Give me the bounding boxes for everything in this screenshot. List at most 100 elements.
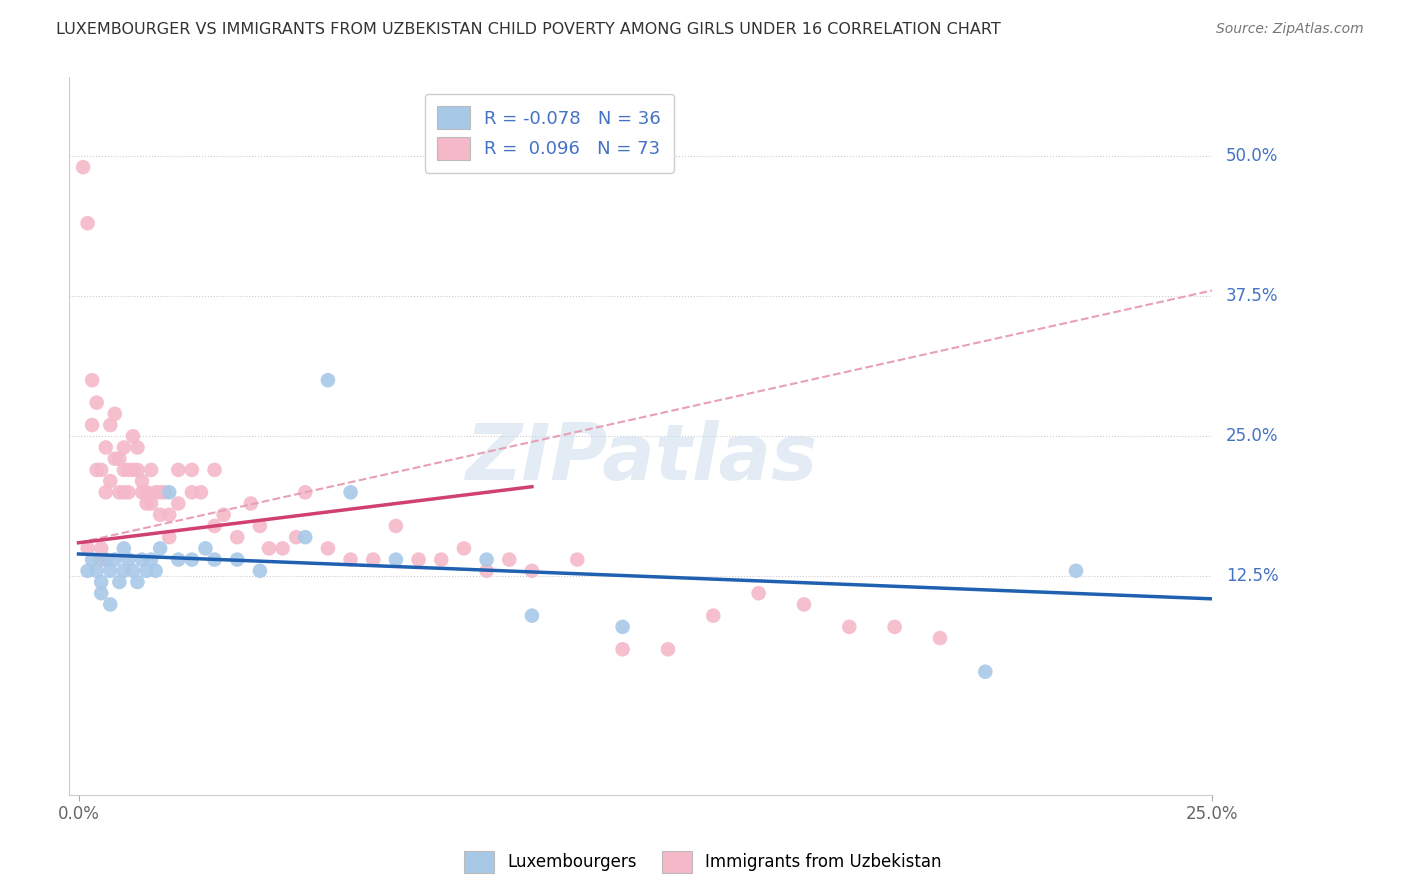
Point <box>108 574 131 589</box>
Point <box>94 441 117 455</box>
Point <box>612 642 634 657</box>
Text: 37.5%: 37.5% <box>1226 287 1278 305</box>
Point <box>108 451 131 466</box>
Point <box>194 541 217 556</box>
Point <box>157 485 180 500</box>
Point <box>139 496 162 510</box>
Point <box>104 552 127 566</box>
Point <box>257 541 280 556</box>
Point <box>82 373 104 387</box>
Point <box>127 574 149 589</box>
Point <box>104 451 127 466</box>
Point <box>929 631 952 645</box>
Point <box>86 395 108 409</box>
Point <box>612 620 634 634</box>
Point <box>139 552 162 566</box>
Point <box>249 564 271 578</box>
Point <box>98 418 121 433</box>
Point <box>86 564 108 578</box>
Point <box>498 552 520 566</box>
Point <box>90 541 112 556</box>
Point <box>385 552 408 566</box>
Point <box>385 519 408 533</box>
Point <box>226 530 249 544</box>
Point <box>361 552 384 566</box>
Point <box>793 598 815 612</box>
Point <box>190 485 212 500</box>
Point <box>76 216 98 230</box>
Point <box>430 552 453 566</box>
Point <box>145 564 167 578</box>
Point <box>76 564 98 578</box>
Point <box>139 463 162 477</box>
Text: 25.0%: 25.0% <box>1226 427 1278 445</box>
Point <box>94 552 117 566</box>
Text: ZIPatlas: ZIPatlas <box>464 420 817 496</box>
Point <box>127 441 149 455</box>
Point <box>112 463 135 477</box>
Text: 12.5%: 12.5% <box>1226 567 1278 585</box>
Point <box>285 530 308 544</box>
Point <box>167 552 190 566</box>
Point <box>520 564 543 578</box>
Point <box>98 564 121 578</box>
Point <box>157 508 180 522</box>
Point <box>226 552 249 566</box>
Text: LUXEMBOURGER VS IMMIGRANTS FROM UZBEKISTAN CHILD POVERTY AMONG GIRLS UNDER 16 CO: LUXEMBOURGER VS IMMIGRANTS FROM UZBEKIST… <box>56 22 1001 37</box>
Point <box>108 485 131 500</box>
Point <box>131 552 153 566</box>
Point <box>135 496 157 510</box>
Point <box>974 665 997 679</box>
Point <box>94 485 117 500</box>
Point <box>167 463 190 477</box>
Point <box>149 508 172 522</box>
Point <box>135 485 157 500</box>
Point <box>90 463 112 477</box>
Point <box>90 552 112 566</box>
Point <box>408 552 430 566</box>
Point <box>86 463 108 477</box>
Point <box>131 485 153 500</box>
Point <box>153 485 176 500</box>
Point <box>72 160 94 174</box>
Point <box>112 441 135 455</box>
Point <box>122 429 145 443</box>
Point <box>104 407 127 421</box>
Text: 50.0%: 50.0% <box>1226 147 1278 165</box>
Point <box>316 541 339 556</box>
Point <box>117 552 139 566</box>
Point <box>145 485 167 500</box>
Point <box>204 519 226 533</box>
Point <box>127 463 149 477</box>
Point <box>316 373 339 387</box>
Point <box>157 530 180 544</box>
Point <box>180 485 202 500</box>
Point <box>748 586 770 600</box>
Point <box>98 598 121 612</box>
Point <box>883 620 905 634</box>
Point <box>204 463 226 477</box>
Point <box>82 552 104 566</box>
Point <box>122 564 145 578</box>
Point <box>294 530 316 544</box>
Text: Source: ZipAtlas.com: Source: ZipAtlas.com <box>1216 22 1364 37</box>
Point <box>702 608 724 623</box>
Point <box>838 620 860 634</box>
Point <box>76 541 98 556</box>
Point <box>90 586 112 600</box>
Point <box>149 485 172 500</box>
Point <box>271 541 294 556</box>
Point <box>567 552 589 566</box>
Point <box>1064 564 1087 578</box>
Point <box>475 552 498 566</box>
Point <box>204 552 226 566</box>
Legend: R = -0.078   N = 36, R =  0.096   N = 73: R = -0.078 N = 36, R = 0.096 N = 73 <box>425 94 673 172</box>
Point <box>180 552 202 566</box>
Point <box>339 552 361 566</box>
Point <box>82 418 104 433</box>
Point <box>112 564 135 578</box>
Point <box>294 485 316 500</box>
Point <box>249 519 271 533</box>
Point <box>520 608 543 623</box>
Point <box>339 485 361 500</box>
